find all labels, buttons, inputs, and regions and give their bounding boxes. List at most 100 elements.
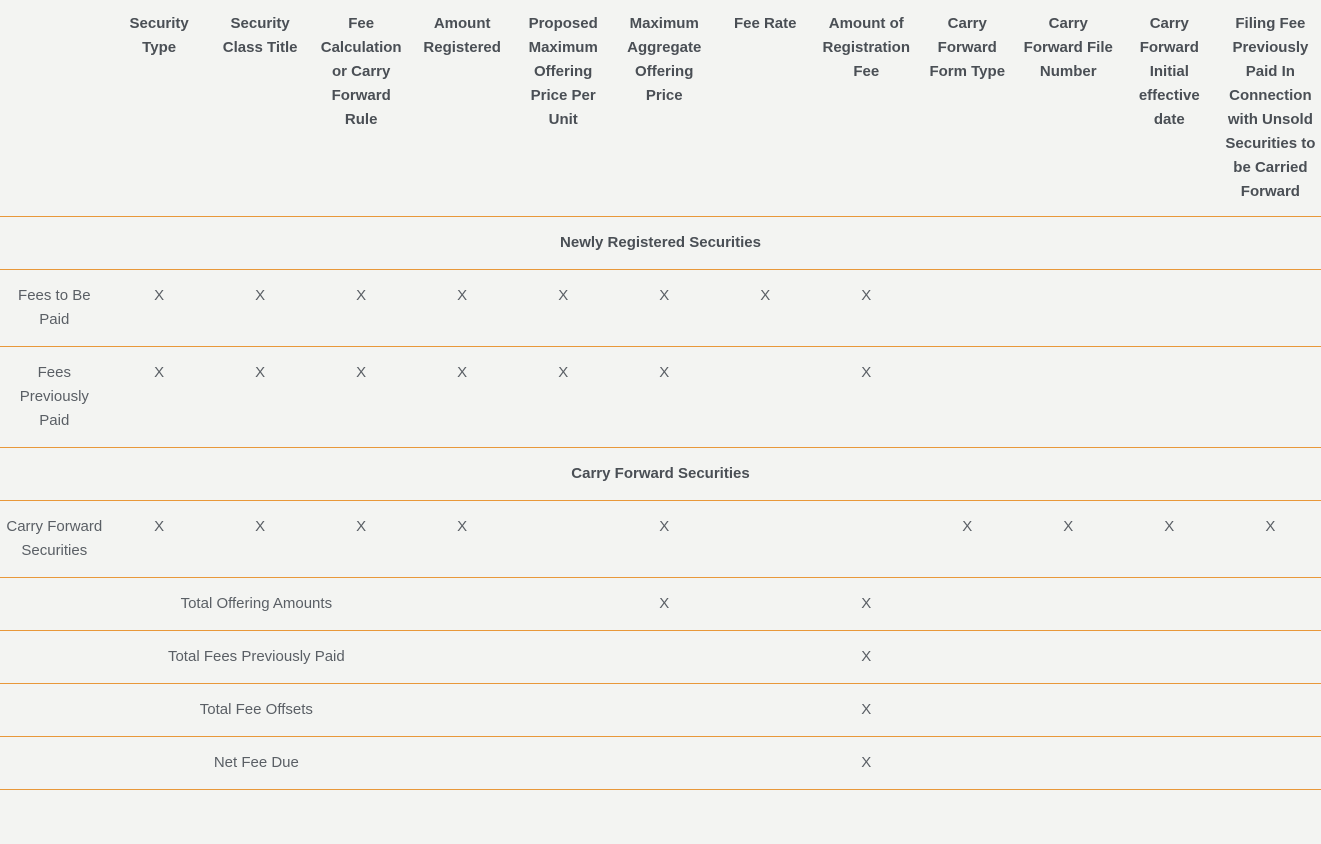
cell xyxy=(1018,578,1119,631)
cell xyxy=(1220,347,1321,448)
cell xyxy=(816,501,917,578)
table-header-row: Security Type Security Class Title Fee C… xyxy=(0,0,1321,217)
column-header: Amount of Registration Fee xyxy=(816,0,917,217)
row-label: Carry Forward Securities xyxy=(0,501,109,578)
column-header: Fee Rate xyxy=(715,0,816,217)
cell: X xyxy=(614,501,715,578)
cell xyxy=(513,578,614,631)
cell: X xyxy=(412,270,513,347)
cell xyxy=(715,347,816,448)
total-row: Total Fee Offsets X xyxy=(0,684,1321,737)
cell: X xyxy=(917,501,1018,578)
section-title: Newly Registered Securities xyxy=(0,217,1321,270)
column-header: Filing Fee Previously Paid In Connection… xyxy=(1220,0,1321,217)
cell xyxy=(1220,578,1321,631)
section-header-carry: Carry Forward Securities xyxy=(0,448,1321,501)
cell xyxy=(1119,737,1220,790)
total-row: Net Fee Due X xyxy=(0,737,1321,790)
cell xyxy=(917,737,1018,790)
total-label: Total Offering Amounts xyxy=(0,578,513,631)
cell: X xyxy=(412,501,513,578)
cell xyxy=(513,631,614,684)
cell: X xyxy=(109,347,210,448)
cell xyxy=(614,737,715,790)
cell xyxy=(1018,684,1119,737)
cell xyxy=(1220,270,1321,347)
cell xyxy=(917,347,1018,448)
section-title: Carry Forward Securities xyxy=(0,448,1321,501)
cell: X xyxy=(311,270,412,347)
cell xyxy=(513,684,614,737)
cell xyxy=(715,631,816,684)
cell: X xyxy=(109,270,210,347)
column-header: Security Class Title xyxy=(210,0,311,217)
cell xyxy=(715,684,816,737)
cell: X xyxy=(816,270,917,347)
cell: X xyxy=(614,578,715,631)
total-row: Total Offering Amounts X X xyxy=(0,578,1321,631)
cell xyxy=(1119,270,1220,347)
cell: X xyxy=(210,501,311,578)
cell xyxy=(1220,684,1321,737)
cell xyxy=(715,501,816,578)
column-header: Carry Forward Form Type xyxy=(917,0,1018,217)
cell xyxy=(1119,578,1220,631)
cell: X xyxy=(816,631,917,684)
cell xyxy=(513,737,614,790)
cell xyxy=(917,578,1018,631)
cell: X xyxy=(513,347,614,448)
cell: X xyxy=(1119,501,1220,578)
cell xyxy=(1018,631,1119,684)
row-label: Fees Previously Paid xyxy=(0,347,109,448)
section-header-newly: Newly Registered Securities xyxy=(0,217,1321,270)
cell xyxy=(1119,347,1220,448)
total-label: Total Fee Offsets xyxy=(0,684,513,737)
column-header: Fee Calculation or Carry Forward Rule xyxy=(311,0,412,217)
cell: X xyxy=(614,270,715,347)
column-header: Security Type xyxy=(109,0,210,217)
cell: X xyxy=(513,270,614,347)
column-header: Carry Forward File Number xyxy=(1018,0,1119,217)
table-row: Carry Forward Securities X X X X X X X X… xyxy=(0,501,1321,578)
column-header: Proposed Maximum Offering Price Per Unit xyxy=(513,0,614,217)
cell: X xyxy=(816,347,917,448)
cell xyxy=(1018,347,1119,448)
cell: X xyxy=(210,270,311,347)
column-header xyxy=(0,0,109,217)
total-label: Net Fee Due xyxy=(0,737,513,790)
cell xyxy=(917,684,1018,737)
cell: X xyxy=(614,347,715,448)
cell xyxy=(513,501,614,578)
cell: X xyxy=(109,501,210,578)
row-label: Fees to Be Paid xyxy=(0,270,109,347)
cell xyxy=(1018,737,1119,790)
column-header: Carry Forward Initial effective date xyxy=(1119,0,1220,217)
cell: X xyxy=(816,737,917,790)
cell: X xyxy=(715,270,816,347)
fee-registration-table: Security Type Security Class Title Fee C… xyxy=(0,0,1321,790)
cell: X xyxy=(816,684,917,737)
cell: X xyxy=(311,501,412,578)
cell xyxy=(1119,631,1220,684)
cell xyxy=(1220,631,1321,684)
cell xyxy=(1220,737,1321,790)
cell xyxy=(614,684,715,737)
cell xyxy=(715,737,816,790)
cell xyxy=(917,631,1018,684)
cell xyxy=(1119,684,1220,737)
cell xyxy=(1018,270,1119,347)
cell: X xyxy=(816,578,917,631)
cell xyxy=(715,578,816,631)
total-row: Total Fees Previously Paid X xyxy=(0,631,1321,684)
column-header: Maximum Aggregate Offering Price xyxy=(614,0,715,217)
cell: X xyxy=(1018,501,1119,578)
cell xyxy=(614,631,715,684)
table-row: Fees Previously Paid X X X X X X X xyxy=(0,347,1321,448)
column-header: Amount Registered xyxy=(412,0,513,217)
cell: X xyxy=(210,347,311,448)
cell: X xyxy=(311,347,412,448)
cell xyxy=(917,270,1018,347)
total-label: Total Fees Previously Paid xyxy=(0,631,513,684)
table-row: Fees to Be Paid X X X X X X X X xyxy=(0,270,1321,347)
cell: X xyxy=(1220,501,1321,578)
